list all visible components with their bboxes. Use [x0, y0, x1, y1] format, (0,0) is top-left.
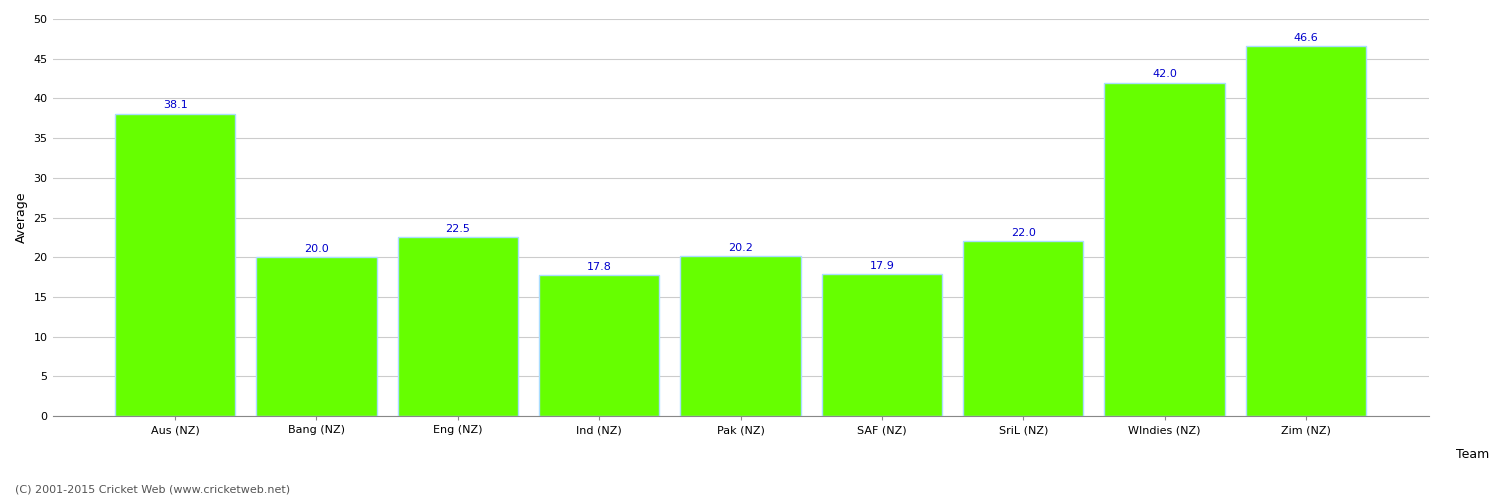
Text: (C) 2001-2015 Cricket Web (www.cricketweb.net): (C) 2001-2015 Cricket Web (www.cricketwe…	[15, 485, 290, 495]
Text: 17.9: 17.9	[870, 261, 894, 271]
Text: Team: Team	[1456, 448, 1490, 461]
Bar	[116, 114, 236, 416]
Y-axis label: Average: Average	[15, 192, 28, 244]
Text: 20.2: 20.2	[728, 242, 753, 252]
Bar	[1104, 82, 1224, 416]
Bar	[681, 256, 801, 416]
Text: 22.5: 22.5	[446, 224, 471, 234]
Bar	[963, 242, 1083, 416]
Text: 17.8: 17.8	[586, 262, 612, 272]
Text: 38.1: 38.1	[164, 100, 188, 110]
Bar	[822, 274, 942, 416]
Text: 20.0: 20.0	[304, 244, 328, 254]
Text: 46.6: 46.6	[1293, 33, 1318, 43]
Text: 22.0: 22.0	[1011, 228, 1035, 238]
Bar	[538, 275, 658, 416]
Bar	[1246, 46, 1366, 416]
Bar	[398, 238, 518, 416]
Bar	[256, 258, 376, 416]
Text: 42.0: 42.0	[1152, 70, 1178, 80]
